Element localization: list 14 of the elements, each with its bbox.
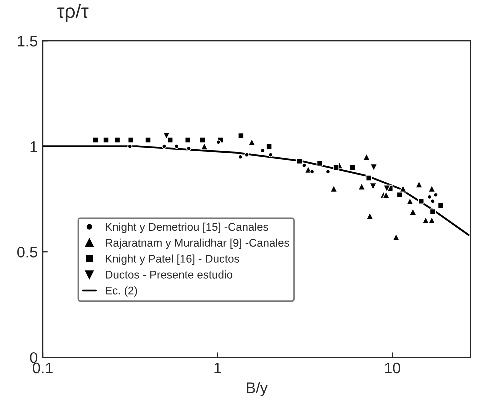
y-axis-title: τρ/τ [57, 4, 89, 22]
y-tick-label: 1 [30, 142, 38, 152]
legend-label: Rajaratnam y Muralidhar [9] -Canales [106, 238, 290, 250]
legend-label: Knight y Demetriou [15] -Canales [106, 222, 268, 234]
y-tick-label: 1.5 [18, 36, 38, 47]
x-tick-label: 0.1 [33, 362, 53, 374]
y-tick-label: 0 [30, 352, 38, 364]
legend-label: Ductos - Presente estudio [106, 270, 233, 279]
legend-label: Ec. (2) [106, 286, 138, 297]
legend-label: Knight y Patel [16] - Ductos [106, 254, 240, 266]
y-tick-label: 0.5 [18, 246, 38, 258]
x-tick-label: 10 [385, 362, 401, 374]
x-axis-title: B/y [247, 382, 268, 396]
x-tick-label: 1 [214, 362, 222, 374]
